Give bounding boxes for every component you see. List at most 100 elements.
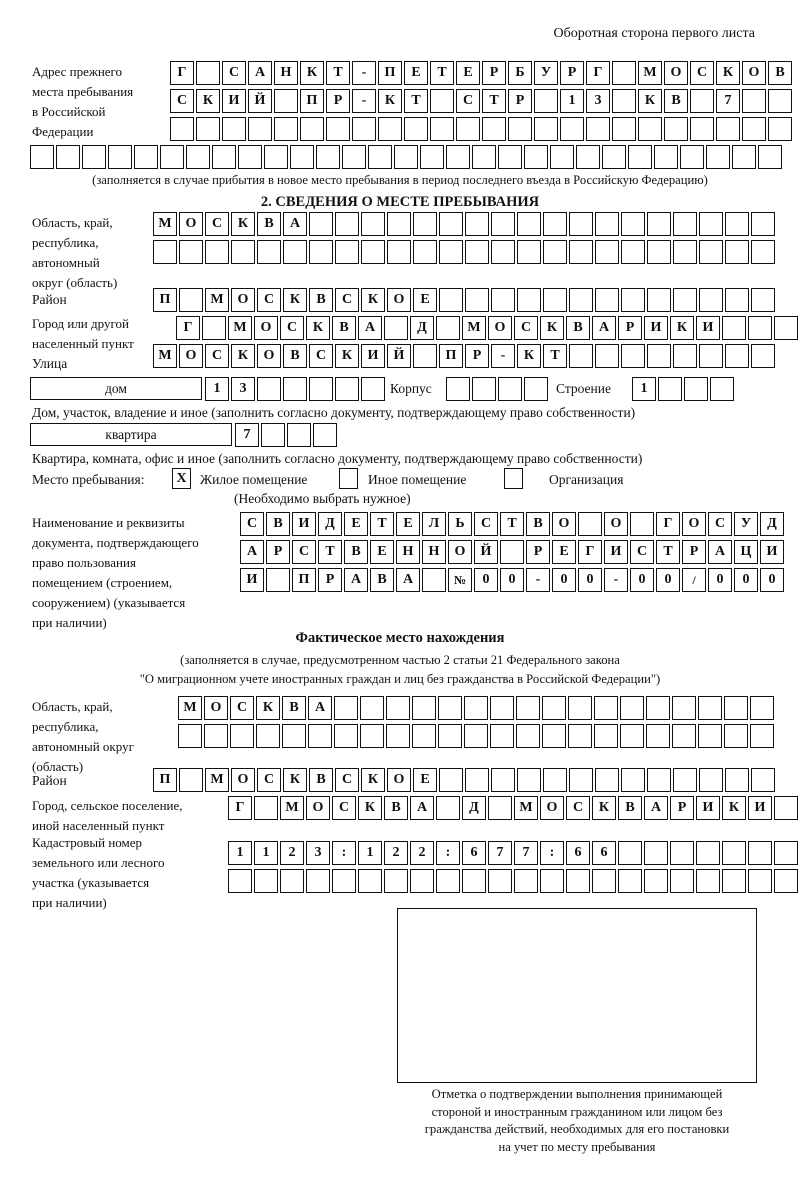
section2-district-cell-20[interactable]	[647, 288, 671, 312]
prev-address-row-4-cell-18[interactable]	[472, 145, 496, 169]
section2-city-cell-22[interactable]	[722, 316, 746, 340]
section2-street-cell-7[interactable]: С	[309, 344, 333, 368]
cadastral-row-2-cell-18[interactable]	[670, 869, 694, 893]
actual-city-cell-18[interactable]: Р	[670, 796, 694, 820]
prev-address-row-3-cell-21[interactable]	[690, 117, 714, 141]
section2-region-row-2-cell-19[interactable]	[621, 240, 645, 264]
section2-street-cell-17[interactable]	[569, 344, 593, 368]
actual-region-row-1-cell-21[interactable]	[698, 696, 722, 720]
stamp-box[interactable]	[397, 908, 757, 1083]
prev-address-row-2-cell-11[interactable]	[430, 89, 454, 113]
section2-district-cell-18[interactable]	[595, 288, 619, 312]
section2-street-cell-19[interactable]	[621, 344, 645, 368]
section2-district-cell-4[interactable]: О	[231, 288, 255, 312]
prev-address-row-4-cell-10[interactable]	[264, 145, 288, 169]
section2-region-row-1-cell-9[interactable]	[361, 212, 385, 236]
prev-address-row-2-cell-15[interactable]	[534, 89, 558, 113]
section2-region-row-2-cell-15[interactable]	[517, 240, 541, 264]
document-row-2-cell-6[interactable]: Е	[370, 540, 394, 564]
prev-address-row-4-cell-9[interactable]	[238, 145, 262, 169]
prev-address-row-2-cell-23[interactable]	[742, 89, 766, 113]
actual-district-cell-16[interactable]	[543, 768, 567, 792]
korpus-cell-3[interactable]	[498, 377, 522, 401]
prev-address-row-1-cell-22[interactable]: К	[716, 61, 740, 85]
cadastral-row-1-cell-4[interactable]: 3	[306, 841, 330, 865]
actual-region-row-2[interactable]	[178, 724, 776, 748]
prev-address-row-4-cell-2[interactable]	[56, 145, 80, 169]
actual-city-cell-6[interactable]: К	[358, 796, 382, 820]
section2-city-cell-12[interactable]: М	[462, 316, 486, 340]
section2-district-cell-23[interactable]	[725, 288, 749, 312]
cadastral-row-2-cell-9[interactable]	[436, 869, 460, 893]
prev-address-row-2-cell-24[interactable]	[768, 89, 792, 113]
prev-address-row-3-cell-20[interactable]	[664, 117, 688, 141]
stroenie-cells[interactable]: 1	[632, 377, 736, 401]
document-row-1-cell-4[interactable]: Д	[318, 512, 342, 536]
section2-region-row-2-cell-22[interactable]	[699, 240, 723, 264]
prev-address-row-1-cell-18[interactable]	[612, 61, 636, 85]
cadastral-row-1-cell-6[interactable]: 1	[358, 841, 382, 865]
actual-region-row-2-cell-6[interactable]	[308, 724, 332, 748]
prev-address-row-1-cell-11[interactable]: Т	[430, 61, 454, 85]
prev-address-row-1-cell-4[interactable]: А	[248, 61, 272, 85]
cadastral-row-2-cell-10[interactable]	[462, 869, 486, 893]
actual-region-row-1-cell-12[interactable]	[464, 696, 488, 720]
cadastral-row-2-cell-6[interactable]	[358, 869, 382, 893]
prev-address-row-3-cell-7[interactable]	[326, 117, 350, 141]
actual-region-row-1-cell-1[interactable]: М	[178, 696, 202, 720]
section2-city-cell-11[interactable]	[436, 316, 460, 340]
section2-region-row-1-cell-21[interactable]	[673, 212, 697, 236]
flat-cell-4[interactable]	[313, 423, 337, 447]
flat-cell-2[interactable]	[261, 423, 285, 447]
section2-city-cell-15[interactable]: К	[540, 316, 564, 340]
actual-city-cell-4[interactable]: О	[306, 796, 330, 820]
actual-city-cell-10[interactable]: Д	[462, 796, 486, 820]
section2-region-row-1-cell-22[interactable]	[699, 212, 723, 236]
prev-address-row-4-cell-26[interactable]	[680, 145, 704, 169]
prev-address-row-4-cell-23[interactable]	[602, 145, 626, 169]
prev-address-row-1-cell-21[interactable]: С	[690, 61, 714, 85]
section2-region-row-2-cell-10[interactable]	[387, 240, 411, 264]
prev-address-row-3-cell-5[interactable]	[274, 117, 298, 141]
document-row-2-cell-14[interactable]: Г	[578, 540, 602, 564]
document-row-3-cell-15[interactable]: -	[604, 568, 628, 592]
prev-address-row-4-cell-13[interactable]	[342, 145, 366, 169]
document-row-3-cell-12[interactable]: -	[526, 568, 550, 592]
section2-street-cell-14[interactable]: -	[491, 344, 515, 368]
section2-region-row-2-cell-9[interactable]	[361, 240, 385, 264]
actual-district-cell-24[interactable]	[751, 768, 775, 792]
section2-region-row-2-cell-14[interactable]	[491, 240, 515, 264]
cadastral-row-2-cell-22[interactable]	[774, 869, 798, 893]
house-cell-7[interactable]	[361, 377, 385, 401]
document-row-2-cell-7[interactable]: Н	[396, 540, 420, 564]
document-row-1-cell-14[interactable]	[578, 512, 602, 536]
section2-region-row-1-cell-12[interactable]	[439, 212, 463, 236]
actual-city-cell-13[interactable]: О	[540, 796, 564, 820]
prev-address-row-4-cell-8[interactable]	[212, 145, 236, 169]
cadastral-row-1-cell-18[interactable]	[670, 841, 694, 865]
document-row-1-cell-5[interactable]: Е	[344, 512, 368, 536]
actual-region-row-1-cell-2[interactable]: О	[204, 696, 228, 720]
actual-district-cell-7[interactable]: В	[309, 768, 333, 792]
prev-address-row-3-cell-14[interactable]	[508, 117, 532, 141]
actual-city-cell-5[interactable]: С	[332, 796, 356, 820]
actual-city-cell-2[interactable]	[254, 796, 278, 820]
cadastral-row-2-cell-20[interactable]	[722, 869, 746, 893]
section2-city-cell-24[interactable]	[774, 316, 798, 340]
actual-city-cell-15[interactable]: К	[592, 796, 616, 820]
section2-district-cell-16[interactable]	[543, 288, 567, 312]
section2-district-cell-11[interactable]: Е	[413, 288, 437, 312]
cadastral-row-2-cell-14[interactable]	[566, 869, 590, 893]
section2-region-row-1-cell-13[interactable]	[465, 212, 489, 236]
document-row-1-cell-16[interactable]	[630, 512, 654, 536]
document-row-2-cell-16[interactable]: С	[630, 540, 654, 564]
section2-region-row-1-cell-4[interactable]: К	[231, 212, 255, 236]
section2-city-cell-19[interactable]: И	[644, 316, 668, 340]
prev-address-row-4-cell-20[interactable]	[524, 145, 548, 169]
section2-city-cell-13[interactable]: О	[488, 316, 512, 340]
cadastral-row-1-cell-16[interactable]	[618, 841, 642, 865]
prev-address-row-3-cell-11[interactable]	[430, 117, 454, 141]
